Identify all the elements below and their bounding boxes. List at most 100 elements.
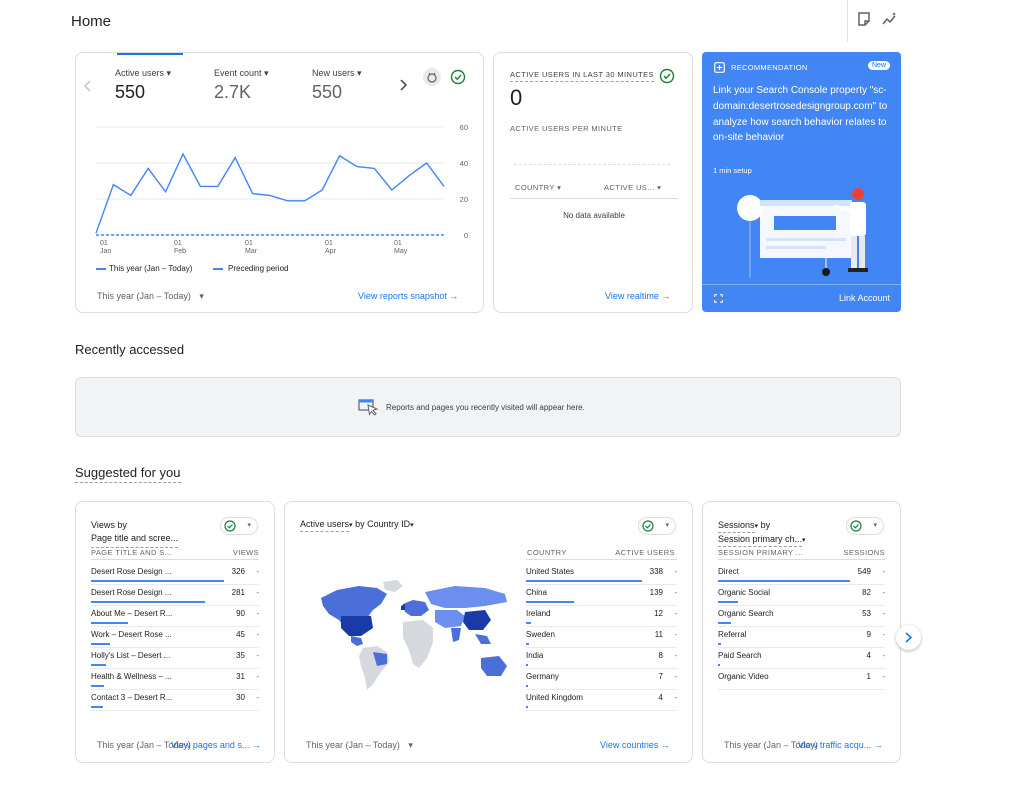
row-trend: - bbox=[674, 567, 677, 576]
link-account-button[interactable]: Link Account bbox=[838, 293, 890, 303]
table-row[interactable]: Organic Social 82 - bbox=[718, 585, 885, 606]
row-trend: - bbox=[256, 567, 259, 576]
insights-badge-icon[interactable] bbox=[423, 68, 441, 86]
status-dropdown[interactable]: ▾ bbox=[638, 517, 676, 535]
table-row[interactable]: Organic Video 1 - bbox=[718, 669, 885, 690]
row-label: About Me – Desert R... bbox=[91, 609, 173, 618]
x-tick-day: 01 bbox=[100, 240, 108, 247]
row-value: 4 bbox=[866, 651, 871, 660]
table-row[interactable]: Direct 549 - bbox=[718, 564, 885, 585]
view-pages-link[interactable]: View pages and s... → bbox=[171, 740, 261, 750]
world-map bbox=[321, 580, 507, 690]
realtime-value: 0 bbox=[510, 85, 523, 110]
x-tick-month: Mar bbox=[245, 248, 258, 255]
row-trend: - bbox=[674, 672, 677, 681]
arrow-right-icon: → bbox=[251, 740, 261, 750]
table-row[interactable]: Holly's List – Desert ... 35 - bbox=[91, 648, 259, 669]
table-row[interactable]: Work – Desert Rose ... 45 - bbox=[91, 627, 259, 648]
check-circle-icon[interactable] bbox=[659, 68, 675, 84]
row-bar bbox=[91, 643, 110, 645]
date-range-selector[interactable]: This year (Jan – Today) bbox=[724, 740, 818, 750]
table-row[interactable]: Desert Rose Design ... 326 - bbox=[91, 564, 259, 585]
link-label: View realtime bbox=[605, 291, 659, 301]
row-label: India bbox=[526, 651, 544, 660]
date-range-selector[interactable]: This year (Jan – Today) bbox=[97, 740, 191, 750]
table-row[interactable]: Paid Search 4 - bbox=[718, 648, 885, 669]
metric-value: 2.7K bbox=[214, 82, 252, 102]
row-bar bbox=[526, 643, 530, 645]
row-label: Ireland bbox=[526, 609, 551, 618]
x-tick-label: 01 May bbox=[394, 240, 408, 255]
row-value: 30 bbox=[236, 693, 245, 702]
metric-active-users[interactable]: Active users ▾ 550 bbox=[115, 68, 172, 102]
y-tick-label: 0 bbox=[464, 231, 468, 240]
table-row[interactable]: Contact 3 – Desert R... 30 - bbox=[91, 690, 259, 711]
legend-preceding: Preceding period bbox=[228, 264, 289, 273]
title-metric[interactable]: Active users bbox=[300, 519, 350, 532]
row-value: 326 bbox=[231, 567, 245, 576]
view-realtime-link[interactable]: View realtime → bbox=[605, 291, 670, 301]
table-divider bbox=[526, 559, 677, 560]
row-bar bbox=[526, 664, 529, 666]
date-range-label: This year (Jan – Today) bbox=[97, 291, 191, 301]
date-range-selector[interactable]: This year (Jan – Today) ▾ bbox=[306, 740, 413, 750]
carousel-next-button[interactable] bbox=[896, 625, 921, 650]
notes-icon[interactable] bbox=[856, 11, 872, 27]
recently-accessed-panel: Reports and pages you recently visited w… bbox=[75, 377, 901, 437]
view-countries-link[interactable]: View countries → bbox=[600, 740, 670, 750]
row-value: 9 bbox=[866, 630, 871, 639]
row-value: 139 bbox=[649, 588, 663, 597]
table-row[interactable]: Health & Wellness – ... 31 - bbox=[91, 669, 259, 690]
row-value: 281 bbox=[231, 588, 245, 597]
status-dropdown[interactable]: ▾ bbox=[846, 517, 884, 535]
row-trend: - bbox=[674, 651, 677, 660]
recently-accessed-title: Recently accessed bbox=[75, 342, 185, 357]
table-row[interactable]: China 139 - bbox=[526, 585, 677, 606]
check-circle-icon[interactable] bbox=[450, 69, 466, 85]
row-bar bbox=[526, 622, 531, 624]
countries-card-title: Active users▾ by Country ID▾ bbox=[300, 519, 414, 532]
metric-event-count[interactable]: Event count ▾ 2.7K bbox=[214, 68, 269, 102]
view-traffic-link[interactable]: View traffic acqu... → bbox=[798, 740, 883, 750]
row-bar bbox=[91, 622, 129, 624]
x-tick-day: 01 bbox=[245, 240, 253, 247]
row-value: 31 bbox=[236, 672, 245, 681]
column-channel: SESSION PRIMARY ... bbox=[718, 548, 804, 557]
active-users-column-header[interactable]: ACTIVE US... ▾ bbox=[604, 183, 662, 192]
table-row[interactable]: Organic Search 53 - bbox=[718, 606, 885, 627]
x-tick-month: Feb bbox=[174, 248, 186, 255]
title-dimension[interactable]: Session primary ch... bbox=[718, 534, 803, 547]
country-column-header[interactable]: COUNTRY ▾ bbox=[515, 183, 562, 192]
recommendation-card: RECOMMENDATION New Link your Search Cons… bbox=[702, 52, 901, 312]
title-metric[interactable]: Sessions bbox=[718, 520, 755, 533]
arrow-right-icon: → bbox=[661, 291, 671, 301]
date-range-selector[interactable]: This year (Jan – Today) ▾ bbox=[97, 291, 204, 301]
chevron-left-icon[interactable] bbox=[84, 80, 92, 92]
table-row[interactable]: Desert Rose Design ... 281 - bbox=[91, 585, 259, 606]
column-views: VIEWS bbox=[232, 548, 259, 557]
table-row[interactable]: Sweden 11 - bbox=[526, 627, 677, 648]
row-bar bbox=[718, 664, 720, 666]
table-row[interactable]: About Me – Desert R... 90 - bbox=[91, 606, 259, 627]
table-row[interactable]: Ireland 12 - bbox=[526, 606, 677, 627]
status-dropdown[interactable]: ▾ bbox=[220, 517, 258, 535]
row-value: 8 bbox=[658, 651, 663, 660]
row-trend: - bbox=[256, 693, 259, 702]
table-row[interactable]: United Kingdom 4 - bbox=[526, 690, 677, 711]
table-row[interactable]: Germany 7 - bbox=[526, 669, 677, 690]
row-value: 35 bbox=[236, 651, 245, 660]
chevron-right-icon bbox=[905, 632, 913, 643]
expand-icon[interactable] bbox=[714, 294, 723, 303]
recommendation-divider bbox=[702, 284, 901, 285]
table-row[interactable]: United States 338 - bbox=[526, 564, 677, 585]
table-row[interactable]: India 8 - bbox=[526, 648, 677, 669]
insights-icon[interactable] bbox=[882, 11, 898, 27]
metric-new-users[interactable]: New users ▾ 550 bbox=[312, 68, 362, 102]
title-dimension[interactable]: by Country ID bbox=[355, 519, 411, 529]
table-row[interactable]: Referral 9 - bbox=[718, 627, 885, 648]
view-reports-snapshot-link[interactable]: View reports snapshot → bbox=[358, 291, 458, 301]
chevron-right-icon[interactable] bbox=[399, 79, 407, 91]
views-card-title: Views by Page title and scree... bbox=[91, 519, 179, 548]
suggested-title: Suggested for you bbox=[75, 465, 181, 483]
title-dimension[interactable]: Page title and scree... bbox=[91, 532, 179, 548]
